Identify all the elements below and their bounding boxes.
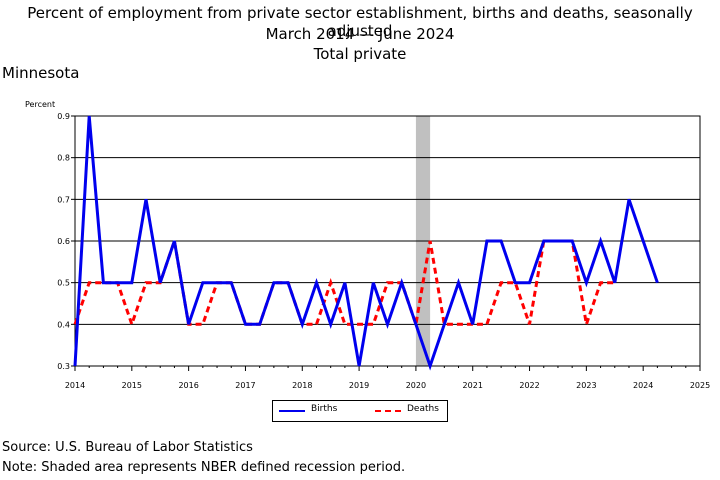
x-tick-label: 2016 xyxy=(178,381,198,390)
chart-legend: Births Deaths xyxy=(272,400,448,422)
x-tick-label: 2025 xyxy=(690,381,710,390)
y-tick-label: 0.8 xyxy=(57,154,70,163)
y-tick-label: 0.5 xyxy=(57,279,70,288)
x-tick-label: 2017 xyxy=(235,381,255,390)
x-tick-label: 2019 xyxy=(349,381,369,390)
x-tick-label: 2014 xyxy=(65,381,85,390)
x-tick-label: 2020 xyxy=(406,381,426,390)
source-note: Source: U.S. Bureau of Labor Statistics xyxy=(2,440,253,455)
y-tick-label: 0.4 xyxy=(57,320,70,329)
legend-births-label: Births xyxy=(311,404,338,414)
x-tick-label: 2015 xyxy=(122,381,142,390)
chart-subtitle-date-range: March 2014 — June 2024 xyxy=(265,25,455,43)
legend-deaths-label: Deaths xyxy=(407,404,439,414)
line-chart: 0.3 0.4 0.5 0.6 0.7 0.8 0.9 2014 2015 2016 2017 201… xyxy=(25,100,710,390)
legend-deaths-swatch xyxy=(375,410,401,412)
x-tick-label: 2023 xyxy=(576,381,596,390)
x-tick-label: 2021 xyxy=(463,381,483,390)
y-axis-label: Percent xyxy=(25,100,55,109)
legend-births-swatch xyxy=(279,410,305,412)
series-line-births xyxy=(73,115,659,371)
y-tick-label: 0.7 xyxy=(57,195,70,204)
recession-note: Note: Shaded area represents NBER define… xyxy=(2,460,406,475)
x-tick-label: 2022 xyxy=(519,381,539,390)
x-tick-label: 2018 xyxy=(292,381,312,390)
y-tick-label: 0.6 xyxy=(57,237,70,246)
chart-title: Percent of employment from private secto… xyxy=(27,4,693,40)
region-label: Minnesota xyxy=(2,64,80,82)
x-tick-label: 2024 xyxy=(633,381,653,390)
chart-subtitle-industry: Total private xyxy=(313,45,407,63)
y-tick-label: 0.9 xyxy=(57,112,70,121)
y-tick-label: 0.3 xyxy=(57,362,70,371)
